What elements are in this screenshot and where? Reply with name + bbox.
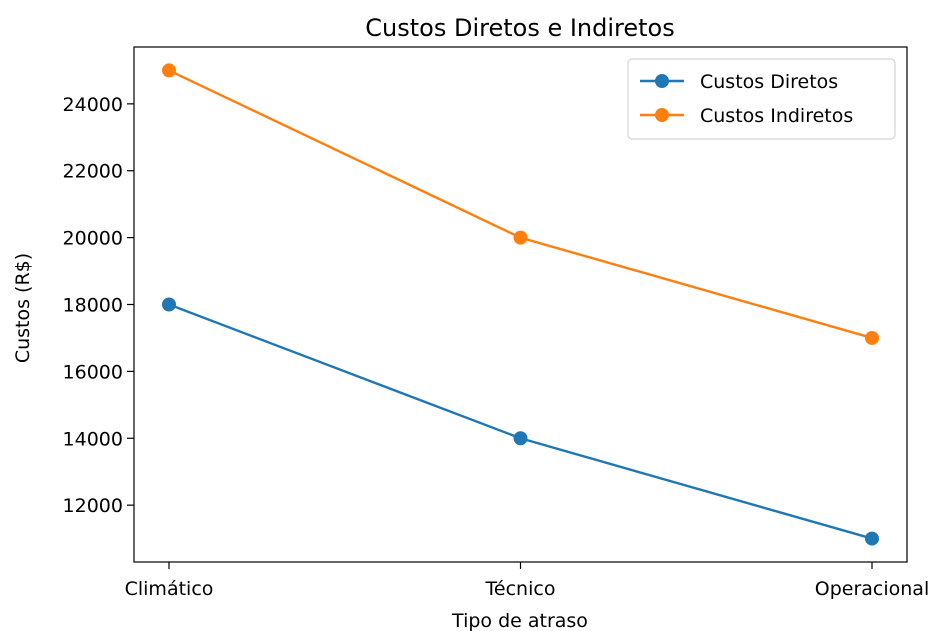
data-point — [513, 431, 528, 446]
y-axis-label: Custos (R$) — [12, 253, 34, 363]
y-tick-label: 24000 — [63, 94, 123, 116]
chart-title: Custos Diretos e Indiretos — [365, 14, 674, 42]
legend: Custos Diretos Custos Indiretos — [627, 58, 896, 140]
legend-marker — [655, 74, 669, 88]
y-tick-label: 12000 — [63, 495, 123, 517]
legend-label: Custos Indiretos — [700, 105, 853, 127]
series-line-0 — [168, 303, 873, 540]
data-point — [513, 230, 528, 245]
x-tick-label: Operacional — [815, 578, 929, 600]
y-tick-label: 20000 — [63, 228, 123, 250]
x-axis: Climático Técnico Operacional — [125, 562, 929, 600]
data-point — [865, 330, 879, 345]
x-axis-label: Tipo de atraso — [451, 610, 588, 631]
y-axis: 12000 14000 16000 18000 20000 22000 24000 — [63, 94, 134, 517]
x-tick-label: Técnico — [485, 578, 556, 600]
data-point — [162, 297, 176, 312]
data-point — [162, 63, 176, 78]
y-tick-label: 18000 — [63, 295, 123, 317]
series-layer — [162, 63, 879, 546]
y-tick-label: 14000 — [63, 428, 123, 450]
y-tick-label: 22000 — [63, 161, 123, 183]
y-tick-label: 16000 — [63, 361, 123, 383]
data-point — [865, 531, 879, 546]
x-tick-label: Climático — [125, 578, 214, 600]
legend-marker — [655, 108, 669, 122]
legend-box — [627, 58, 896, 140]
legend-label: Custos Diretos — [700, 71, 838, 93]
